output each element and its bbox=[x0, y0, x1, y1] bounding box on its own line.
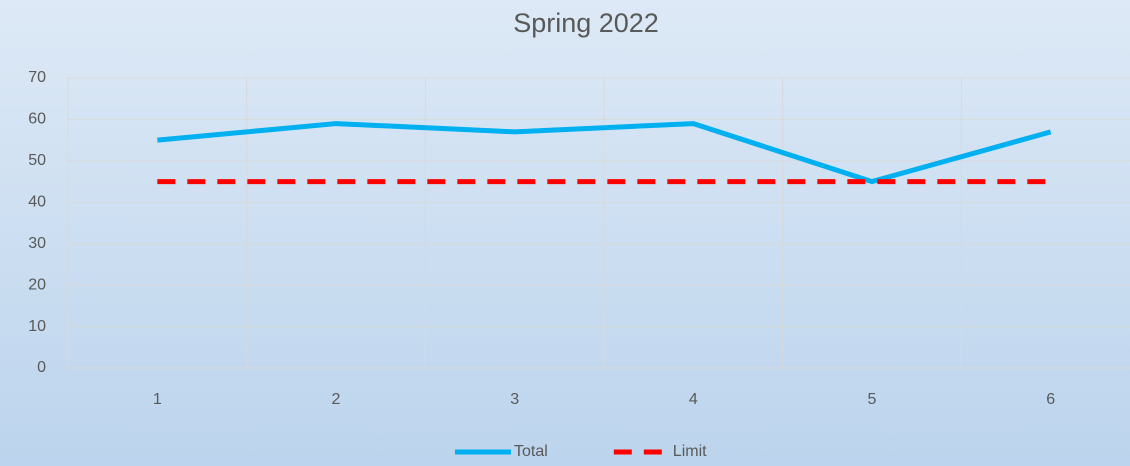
x-tick-label: 1 bbox=[153, 391, 162, 408]
x-tick-label: 4 bbox=[689, 391, 698, 408]
legend-label: Limit bbox=[673, 443, 707, 460]
series-line bbox=[157, 121, 1052, 185]
x-tick-label: 3 bbox=[510, 391, 519, 408]
y-tick-label: 50 bbox=[28, 152, 46, 169]
y-tick-label: 20 bbox=[28, 276, 46, 293]
x-tick-label: 6 bbox=[1046, 391, 1055, 408]
x-tick-label: 2 bbox=[332, 391, 341, 408]
y-tick-label: 70 bbox=[28, 69, 46, 86]
y-tick-label: 30 bbox=[28, 235, 46, 252]
x-tick-label: 5 bbox=[868, 391, 877, 408]
chart-title: Spring 2022 bbox=[513, 8, 659, 38]
y-tick-label: 10 bbox=[28, 318, 46, 335]
legend-label: Total bbox=[514, 443, 548, 460]
y-tick-label: 0 bbox=[37, 359, 46, 376]
y-tick-label: 40 bbox=[28, 194, 46, 211]
y-tick-label: 60 bbox=[28, 111, 46, 128]
